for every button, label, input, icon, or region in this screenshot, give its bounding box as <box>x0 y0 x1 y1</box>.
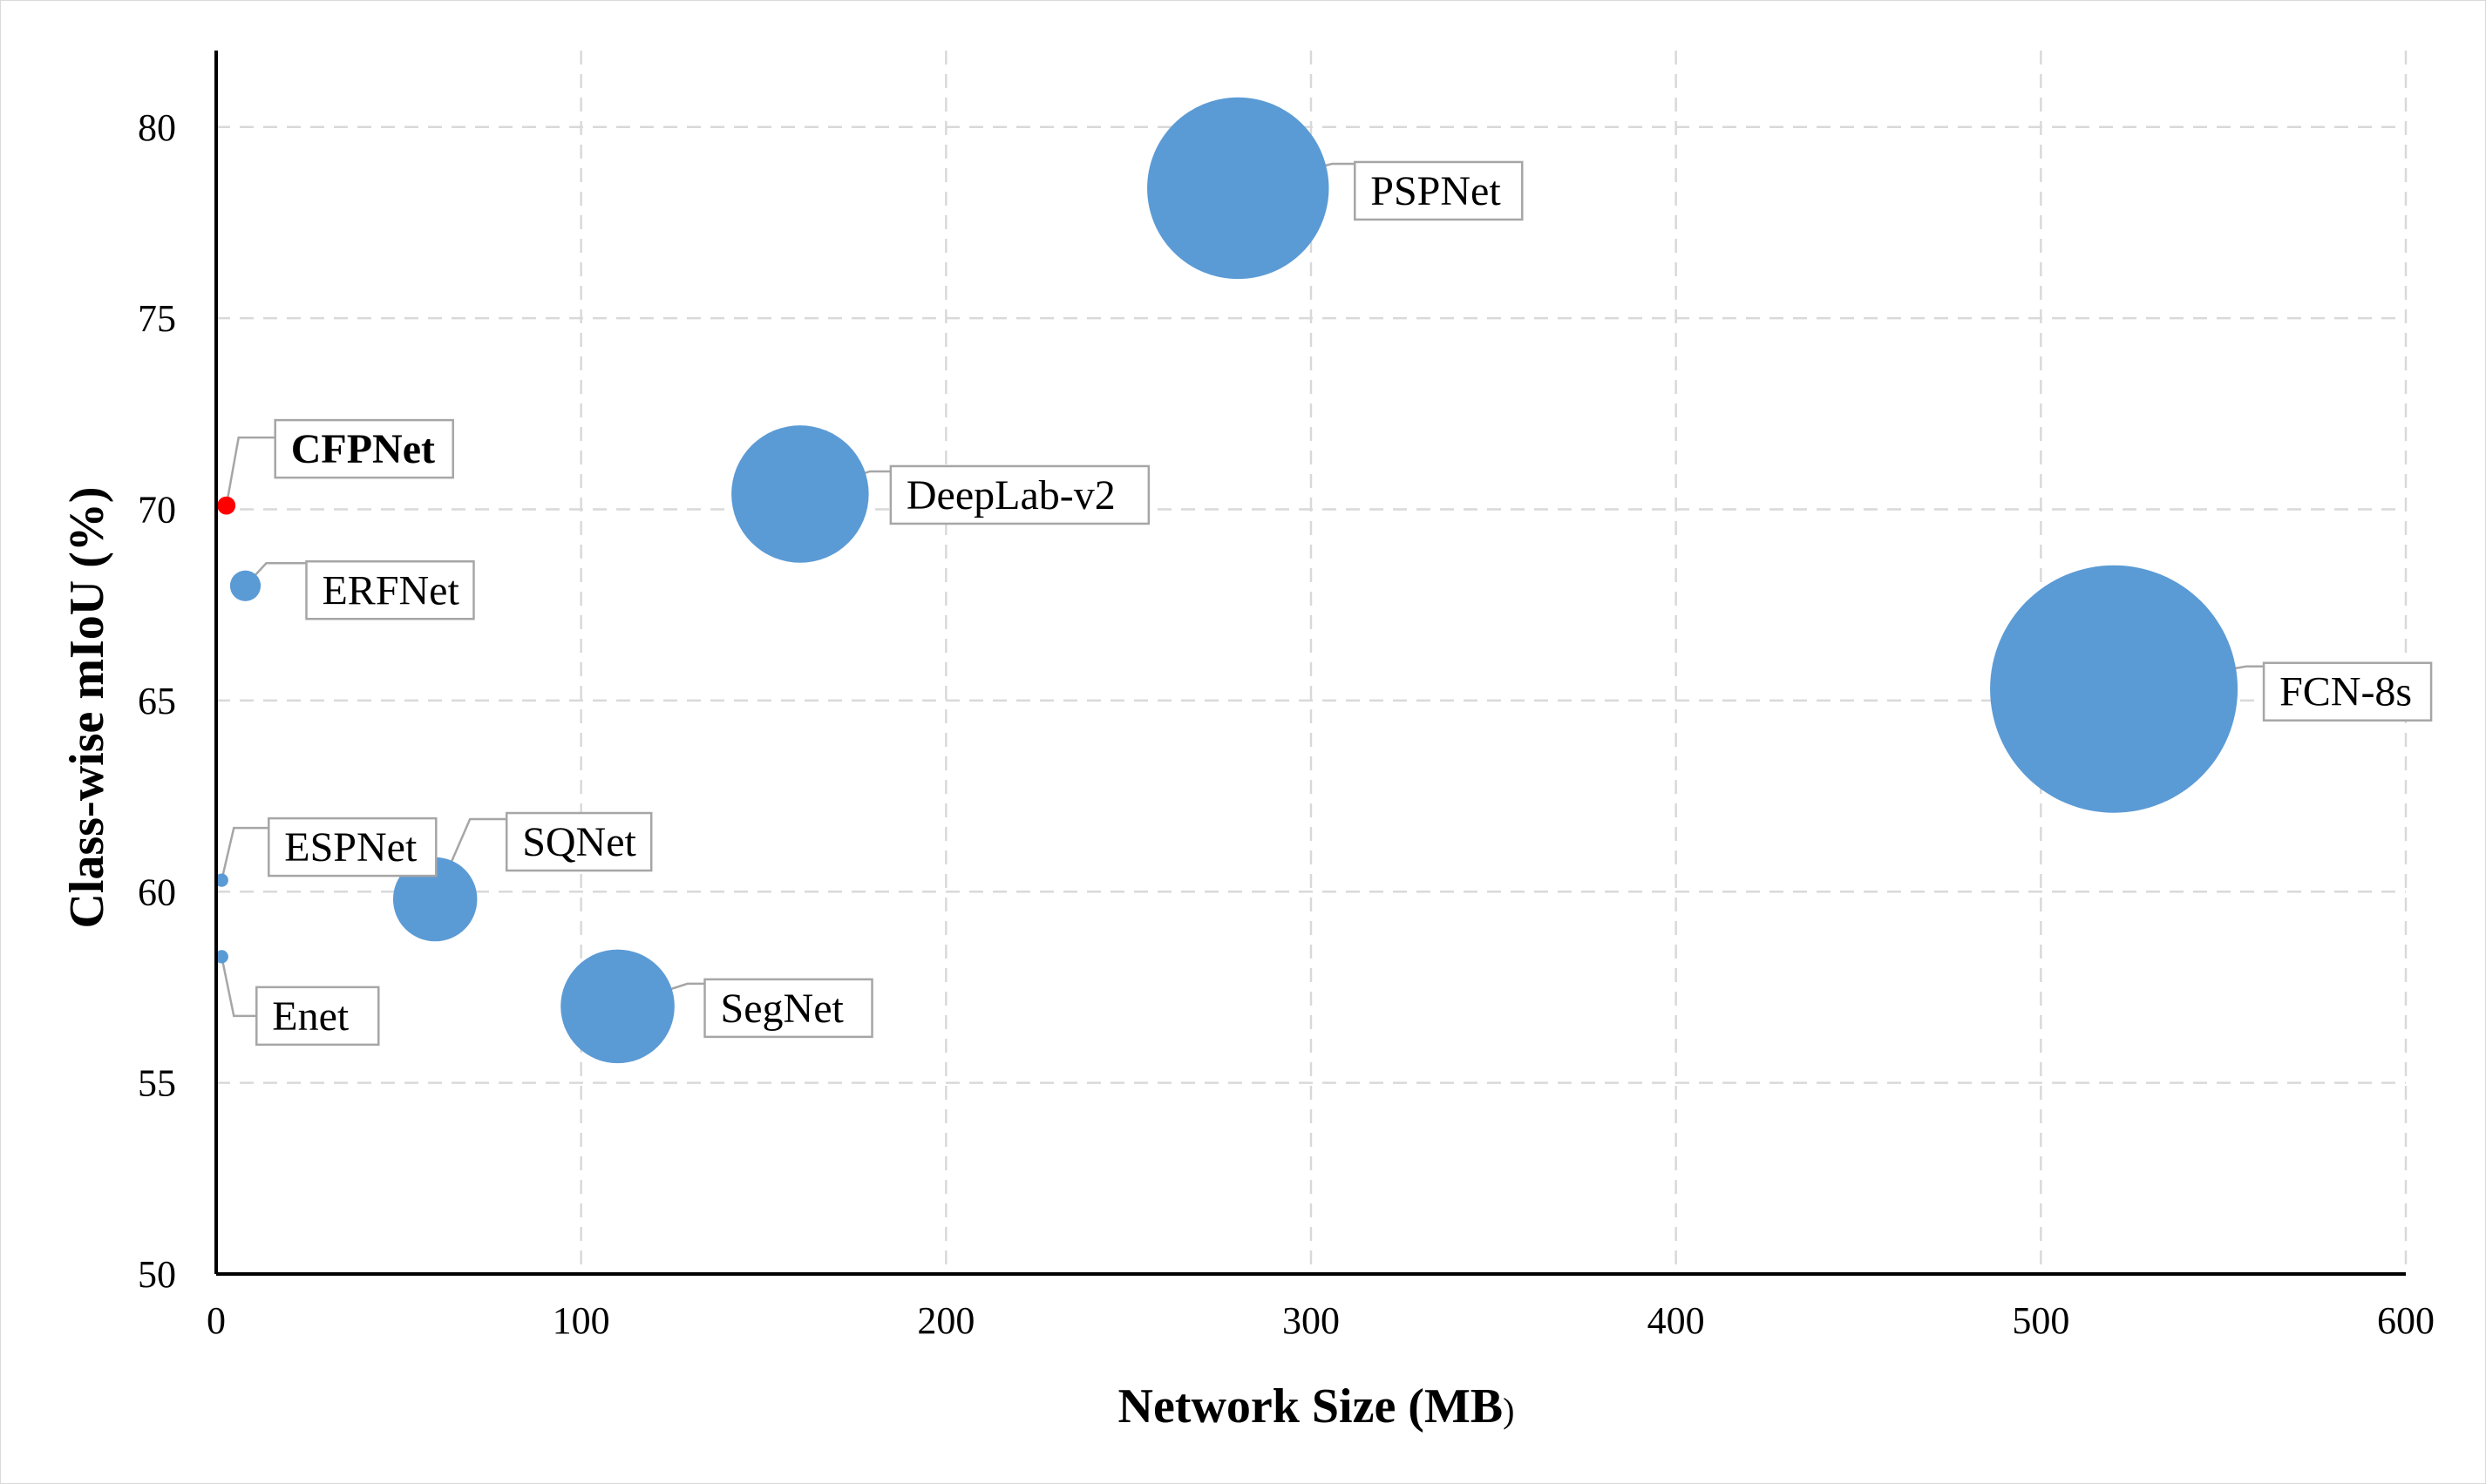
x-tick-label: 0 <box>207 1299 226 1342</box>
label-box-enet <box>255 986 380 1047</box>
bubble-segnet <box>560 949 675 1064</box>
y-tick-label: 50 <box>138 1253 176 1296</box>
x-tick-label: 500 <box>2012 1299 2069 1342</box>
data-label-pspnet: PSPNet <box>1370 168 1501 214</box>
bubbles <box>214 97 2238 1064</box>
bubble-deeplab-v2 <box>731 425 869 563</box>
leader-cfpnet <box>225 436 275 506</box>
label-box-erfnet <box>305 560 475 620</box>
label-box-segnet <box>703 978 873 1039</box>
y-tick-label: 60 <box>138 871 176 913</box>
data-label-sqnet: SQNet <box>522 819 636 865</box>
label-box-fcn-8s <box>2262 661 2433 722</box>
label-box-pspnet <box>1354 160 1524 221</box>
x-axis-title: Network Size (MB) <box>1118 1379 1515 1433</box>
axes <box>214 51 2406 1276</box>
bubble-pspnet <box>1147 97 1329 280</box>
leader-enet <box>221 956 257 1018</box>
bubble-sqnet <box>392 857 478 942</box>
data-label-cfpnet: CFPNet <box>291 426 435 472</box>
tick-labels: 50 55 60 65 70 75 80 0 100 200 300 400 500 600 <box>138 106 2435 1342</box>
y-tick-label: 55 <box>138 1062 176 1105</box>
data-label-erfnet: ERFNet <box>322 567 459 613</box>
x-tick-label: 400 <box>1647 1299 1705 1342</box>
bubble-espnet <box>214 873 228 887</box>
data-label-espnet: ESPNet <box>284 824 418 871</box>
y-tick-label: 80 <box>138 106 176 149</box>
bubble-fcn-8s <box>1990 565 2238 813</box>
label-box-sqnet <box>505 811 653 872</box>
bubble-cfpnet <box>217 496 236 515</box>
y-tick-label: 75 <box>138 297 176 340</box>
x-tick-label: 300 <box>1282 1299 1340 1342</box>
bubble-enet <box>214 950 228 964</box>
leader-espnet <box>221 826 269 881</box>
data-label-fcn-8s: FCN-8s <box>2279 669 2412 715</box>
y-tick-label: 70 <box>138 489 176 532</box>
data-label-segnet: SegNet <box>721 986 845 1032</box>
data-label-enet: Enet <box>272 993 350 1040</box>
label-box-cfpnet <box>274 418 454 479</box>
data-labels: CFPNet ERFNet ESPNet Enet SQNet SegNet DeepLab… <box>255 160 2433 1047</box>
x-tick-label: 600 <box>2377 1299 2435 1342</box>
data-label-deeplab-v2: DeepLab-v2 <box>907 472 1116 518</box>
y-axis-title: Class-wise mIoU (%) <box>60 486 114 928</box>
bubble-erfnet <box>229 570 262 601</box>
label-box-espnet <box>268 817 438 878</box>
x-tick-label: 200 <box>917 1299 975 1342</box>
y-tick-label: 65 <box>138 680 176 722</box>
label-box-deeplab-v2 <box>889 464 1151 525</box>
x-tick-label: 100 <box>553 1299 610 1342</box>
